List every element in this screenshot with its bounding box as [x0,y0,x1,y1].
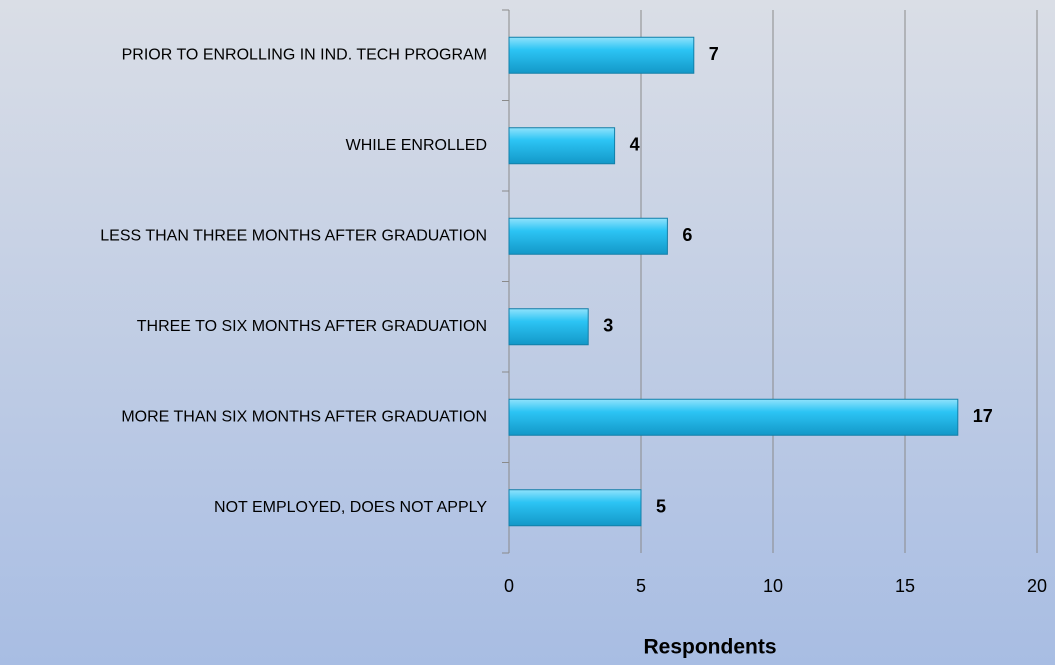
x-tick-label: 10 [763,576,783,596]
bar [508,217,668,255]
bar [508,127,616,165]
data-label: 3 [603,316,613,336]
x-tick-label: 0 [504,576,514,596]
y-tick-label: PRIOR TO ENROLLING IN IND. TECH PROGRAM [122,46,487,63]
bar [508,489,642,527]
x-tick-label: 15 [895,576,915,596]
bar [508,398,959,436]
y-tick-label: MORE THAN SIX MONTHS AFTER GRADUATION [121,408,487,425]
data-label: 7 [709,44,719,64]
y-tick-label: LESS THAN THREE MONTHS AFTER GRADUATION [100,227,487,244]
bar [508,36,695,74]
bar [508,308,589,346]
x-tick-label: 20 [1027,576,1047,596]
data-label: 5 [656,497,666,517]
data-label: 4 [630,135,640,155]
data-label: 17 [973,406,993,426]
data-label: 6 [682,225,692,245]
x-axis-title: Respondents [643,636,776,659]
y-tick-label: WHILE ENROLLED [346,137,487,154]
x-tick-label: 5 [636,576,646,596]
y-tick-label: NOT EMPLOYED, DOES NOT APPLY [214,499,487,516]
y-tick-label: THREE TO SIX MONTHS AFTER GRADUATION [137,318,487,335]
